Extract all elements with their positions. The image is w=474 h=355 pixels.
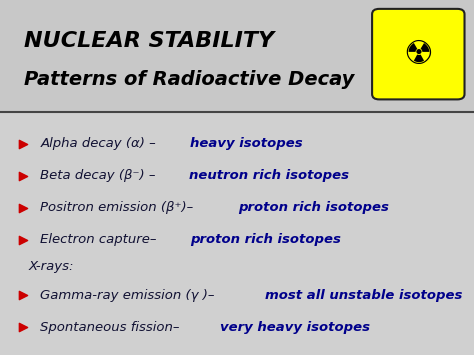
Text: NUCLEAR STABILITY: NUCLEAR STABILITY <box>24 31 274 51</box>
Text: Gamma-ray emission (γ )–: Gamma-ray emission (γ )– <box>40 289 215 302</box>
Text: very heavy isotopes: very heavy isotopes <box>220 321 370 334</box>
Text: Electron capture–: Electron capture– <box>40 233 157 246</box>
Text: Spontaneous fission–: Spontaneous fission– <box>40 321 180 334</box>
Text: Alpha decay (α) –: Alpha decay (α) – <box>40 137 156 150</box>
FancyBboxPatch shape <box>372 9 465 99</box>
Text: proton rich isotopes: proton rich isotopes <box>191 233 341 246</box>
Text: Positron emission (β⁺)–: Positron emission (β⁺)– <box>40 201 193 214</box>
Text: heavy isotopes: heavy isotopes <box>190 137 302 150</box>
Text: X-rays:: X-rays: <box>28 261 74 273</box>
Text: Beta decay (β⁻) –: Beta decay (β⁻) – <box>40 169 156 182</box>
Text: most all unstable isotopes: most all unstable isotopes <box>265 289 463 302</box>
Text: proton rich isotopes: proton rich isotopes <box>238 201 389 214</box>
Text: ☢: ☢ <box>403 38 433 71</box>
FancyBboxPatch shape <box>0 0 474 112</box>
Text: Patterns of Radioactive Decay: Patterns of Radioactive Decay <box>24 70 354 89</box>
Text: neutron rich isotopes: neutron rich isotopes <box>189 169 349 182</box>
